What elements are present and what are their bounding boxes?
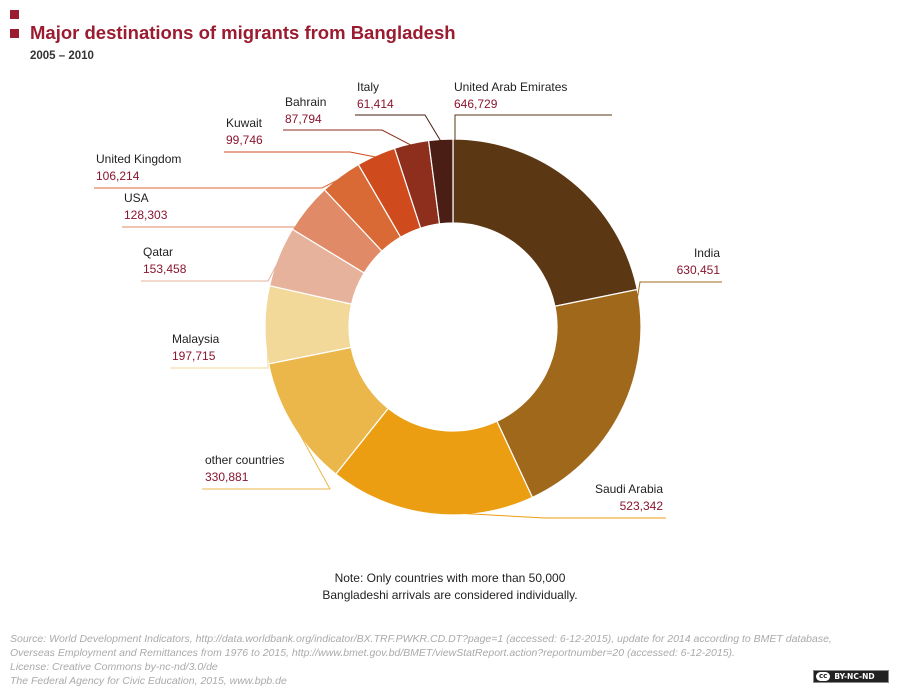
leader-line-usa — [122, 209, 310, 228]
note-line-1: Note: Only countries with more than 50,0… — [334, 571, 566, 585]
license-text: License: Creative Commons by-nc-nd/3.0/d… — [10, 661, 218, 673]
label-name-kuwait: Kuwait — [226, 116, 263, 130]
label-value-malaysia: 197,715 — [172, 349, 216, 363]
leader-line-united-kingdom — [94, 177, 343, 189]
label-name-united-kingdom: United Kingdom — [96, 152, 181, 166]
title-marker-top — [10, 10, 19, 19]
donut-chart: United Arab Emirates 646,729 India 630,451 S… — [94, 80, 722, 519]
label-value-saudi-arabia: 523,342 — [620, 499, 664, 513]
label-value-united-kingdom: 106,214 — [96, 169, 140, 183]
slice-italy — [427, 138, 454, 225]
leader-line-kuwait — [224, 151, 377, 158]
chart-subtitle: 2005 – 2010 — [30, 50, 94, 62]
chart-title: Major destinations of migrants from Bang… — [30, 22, 456, 43]
slice-india — [496, 288, 642, 499]
leader-line-italy — [355, 114, 442, 142]
leader-line-malaysia — [170, 324, 269, 369]
label-name-united-arab-emirates: United Arab Emirates — [454, 80, 567, 94]
title-marker — [10, 29, 19, 38]
chart-note: Note: Only countries with more than 50,0… — [250, 570, 650, 604]
label-value-united-arab-emirates: 646,729 — [454, 97, 498, 111]
label-name-qatar: Qatar — [143, 245, 173, 259]
leader-line-saudi-arabia — [431, 511, 666, 519]
slice-united-arab-emirates — [452, 138, 638, 307]
leader-line-bahrain — [283, 129, 413, 147]
leader-line-other-countries — [202, 423, 331, 490]
note-line-2: Bangladeshi arrivals are considered indi… — [322, 588, 578, 602]
publisher-text: The Federal Agency for Civic Education, … — [10, 675, 287, 687]
label-value-qatar: 153,458 — [143, 262, 187, 276]
cc-license-badge[interactable]: cc BY-NC-ND — [813, 670, 889, 683]
label-name-italy: Italy — [357, 80, 379, 94]
cc-badge-text: BY-NC-ND — [834, 672, 875, 681]
label-value-india: 630,451 — [677, 263, 721, 277]
label-value-usa: 128,303 — [124, 208, 168, 222]
label-name-other-countries: other countries — [205, 453, 284, 467]
label-value-other-countries: 330,881 — [205, 470, 249, 484]
label-value-kuwait: 99,746 — [226, 133, 263, 147]
leader-line-qatar — [141, 257, 281, 282]
cc-logo-icon: cc — [816, 672, 831, 681]
leader-line-united-arab-emirates — [454, 114, 612, 141]
label-name-india: India — [694, 246, 720, 260]
source-line-1: Source: World Development Indicators, ht… — [10, 633, 832, 645]
label-value-bahrain: 87,794 — [285, 112, 322, 126]
label-name-malaysia: Malaysia — [172, 332, 220, 346]
label-name-bahrain: Bahrain — [285, 95, 326, 109]
leader-line-india — [618, 281, 722, 411]
label-name-saudi-arabia: Saudi Arabia — [595, 482, 663, 496]
label-value-italy: 61,414 — [357, 97, 394, 111]
source-line-2: Overseas Employment and Remittances from… — [10, 647, 735, 659]
label-name-usa: USA — [124, 191, 149, 205]
